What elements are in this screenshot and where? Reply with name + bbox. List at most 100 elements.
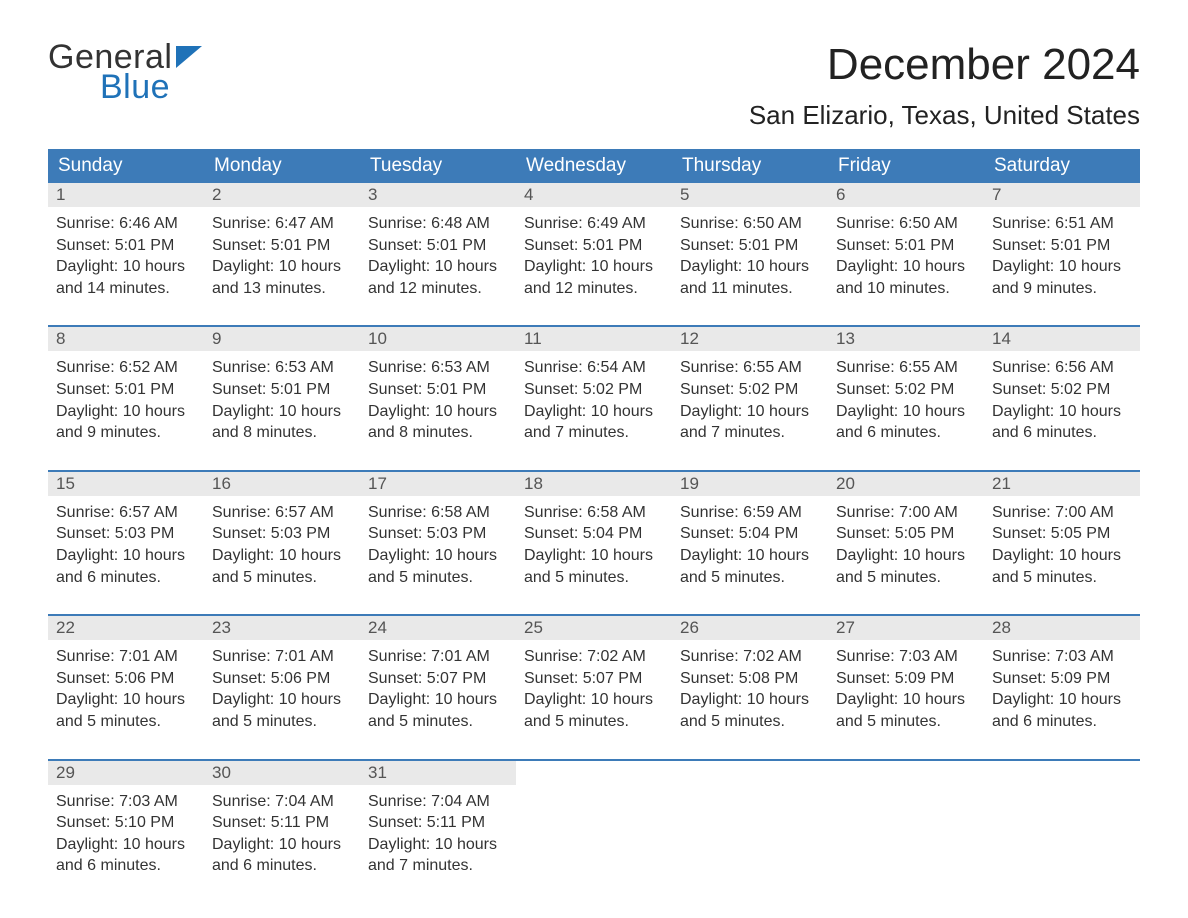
day-sunrise: Sunrise: 7:03 AM bbox=[836, 646, 976, 668]
day-dl2: and 7 minutes. bbox=[680, 422, 820, 444]
empty-cell bbox=[516, 761, 672, 883]
day-cell: 21Sunrise: 7:00 AMSunset: 5:05 PMDayligh… bbox=[984, 472, 1140, 594]
day-sunrise: Sunrise: 6:55 AM bbox=[680, 357, 820, 379]
day-dl2: and 6 minutes. bbox=[992, 422, 1132, 444]
day-number: 12 bbox=[672, 327, 828, 351]
day-number: 16 bbox=[204, 472, 360, 496]
day-dl2: and 5 minutes. bbox=[680, 711, 820, 733]
day-sunrise: Sunrise: 6:48 AM bbox=[368, 213, 508, 235]
day-body: Sunrise: 7:04 AMSunset: 5:11 PMDaylight:… bbox=[204, 785, 360, 883]
day-dl2: and 9 minutes. bbox=[992, 278, 1132, 300]
day-sunrise: Sunrise: 6:58 AM bbox=[368, 502, 508, 524]
day-sunset: Sunset: 5:01 PM bbox=[56, 235, 196, 257]
day-sunrise: Sunrise: 6:46 AM bbox=[56, 213, 196, 235]
day-number: 17 bbox=[360, 472, 516, 496]
day-cell: 4Sunrise: 6:49 AMSunset: 5:01 PMDaylight… bbox=[516, 183, 672, 305]
day-cell: 19Sunrise: 6:59 AMSunset: 5:04 PMDayligh… bbox=[672, 472, 828, 594]
day-sunrise: Sunrise: 7:04 AM bbox=[212, 791, 352, 813]
day-sunrise: Sunrise: 6:57 AM bbox=[56, 502, 196, 524]
day-cell: 8Sunrise: 6:52 AMSunset: 5:01 PMDaylight… bbox=[48, 327, 204, 449]
day-dl1: Daylight: 10 hours bbox=[524, 256, 664, 278]
day-number: 18 bbox=[516, 472, 672, 496]
day-cell: 24Sunrise: 7:01 AMSunset: 5:07 PMDayligh… bbox=[360, 616, 516, 738]
day-dl2: and 7 minutes. bbox=[524, 422, 664, 444]
day-number: 24 bbox=[360, 616, 516, 640]
day-dl1: Daylight: 10 hours bbox=[836, 689, 976, 711]
day-sunrise: Sunrise: 7:01 AM bbox=[56, 646, 196, 668]
day-dl1: Daylight: 10 hours bbox=[56, 401, 196, 423]
day-sunset: Sunset: 5:10 PM bbox=[56, 812, 196, 834]
week-row: 1Sunrise: 6:46 AMSunset: 5:01 PMDaylight… bbox=[48, 183, 1140, 305]
day-number: 21 bbox=[984, 472, 1140, 496]
day-body: Sunrise: 6:53 AMSunset: 5:01 PMDaylight:… bbox=[360, 351, 516, 449]
day-body: Sunrise: 6:48 AMSunset: 5:01 PMDaylight:… bbox=[360, 207, 516, 305]
week-row: 15Sunrise: 6:57 AMSunset: 5:03 PMDayligh… bbox=[48, 470, 1140, 594]
day-dl2: and 6 minutes. bbox=[992, 711, 1132, 733]
day-sunset: Sunset: 5:01 PM bbox=[368, 235, 508, 257]
day-dl1: Daylight: 10 hours bbox=[992, 545, 1132, 567]
day-dl2: and 5 minutes. bbox=[680, 567, 820, 589]
day-cell: 16Sunrise: 6:57 AMSunset: 5:03 PMDayligh… bbox=[204, 472, 360, 594]
day-cell: 11Sunrise: 6:54 AMSunset: 5:02 PMDayligh… bbox=[516, 327, 672, 449]
day-body: Sunrise: 6:46 AMSunset: 5:01 PMDaylight:… bbox=[48, 207, 204, 305]
day-cell: 17Sunrise: 6:58 AMSunset: 5:03 PMDayligh… bbox=[360, 472, 516, 594]
day-sunset: Sunset: 5:01 PM bbox=[212, 235, 352, 257]
empty-cell bbox=[672, 761, 828, 883]
day-dl1: Daylight: 10 hours bbox=[212, 689, 352, 711]
day-dl2: and 10 minutes. bbox=[836, 278, 976, 300]
day-sunset: Sunset: 5:06 PM bbox=[56, 668, 196, 690]
day-sunrise: Sunrise: 7:03 AM bbox=[56, 791, 196, 813]
day-sunset: Sunset: 5:05 PM bbox=[836, 523, 976, 545]
day-cell: 2Sunrise: 6:47 AMSunset: 5:01 PMDaylight… bbox=[204, 183, 360, 305]
day-number: 5 bbox=[672, 183, 828, 207]
day-cell: 9Sunrise: 6:53 AMSunset: 5:01 PMDaylight… bbox=[204, 327, 360, 449]
day-body: Sunrise: 6:58 AMSunset: 5:04 PMDaylight:… bbox=[516, 496, 672, 594]
day-cell: 13Sunrise: 6:55 AMSunset: 5:02 PMDayligh… bbox=[828, 327, 984, 449]
day-number: 28 bbox=[984, 616, 1140, 640]
weekday-header: Thursday bbox=[672, 149, 828, 183]
week-row: 8Sunrise: 6:52 AMSunset: 5:01 PMDaylight… bbox=[48, 325, 1140, 449]
day-dl2: and 5 minutes. bbox=[56, 711, 196, 733]
day-sunset: Sunset: 5:02 PM bbox=[680, 379, 820, 401]
day-dl1: Daylight: 10 hours bbox=[56, 834, 196, 856]
day-sunset: Sunset: 5:03 PM bbox=[212, 523, 352, 545]
logo: General Blue bbox=[48, 40, 202, 104]
day-dl1: Daylight: 10 hours bbox=[992, 256, 1132, 278]
day-sunrise: Sunrise: 6:50 AM bbox=[836, 213, 976, 235]
day-body: Sunrise: 6:55 AMSunset: 5:02 PMDaylight:… bbox=[672, 351, 828, 449]
month-title: December 2024 bbox=[749, 40, 1140, 90]
day-body: Sunrise: 6:55 AMSunset: 5:02 PMDaylight:… bbox=[828, 351, 984, 449]
day-dl2: and 5 minutes. bbox=[212, 711, 352, 733]
day-dl1: Daylight: 10 hours bbox=[368, 401, 508, 423]
day-dl1: Daylight: 10 hours bbox=[212, 834, 352, 856]
day-body: Sunrise: 6:58 AMSunset: 5:03 PMDaylight:… bbox=[360, 496, 516, 594]
day-body: Sunrise: 6:50 AMSunset: 5:01 PMDaylight:… bbox=[828, 207, 984, 305]
day-dl2: and 8 minutes. bbox=[368, 422, 508, 444]
day-dl2: and 12 minutes. bbox=[524, 278, 664, 300]
day-sunrise: Sunrise: 6:50 AM bbox=[680, 213, 820, 235]
day-number: 3 bbox=[360, 183, 516, 207]
day-sunrise: Sunrise: 7:01 AM bbox=[212, 646, 352, 668]
day-number: 4 bbox=[516, 183, 672, 207]
day-sunrise: Sunrise: 6:49 AM bbox=[524, 213, 664, 235]
empty-cell bbox=[828, 761, 984, 883]
day-number: 25 bbox=[516, 616, 672, 640]
day-sunset: Sunset: 5:06 PM bbox=[212, 668, 352, 690]
day-sunset: Sunset: 5:01 PM bbox=[368, 379, 508, 401]
day-number: 27 bbox=[828, 616, 984, 640]
header-row: General Blue December 2024 San Elizario,… bbox=[48, 40, 1140, 131]
weekday-header: Tuesday bbox=[360, 149, 516, 183]
day-number: 11 bbox=[516, 327, 672, 351]
day-cell: 28Sunrise: 7:03 AMSunset: 5:09 PMDayligh… bbox=[984, 616, 1140, 738]
day-body: Sunrise: 6:53 AMSunset: 5:01 PMDaylight:… bbox=[204, 351, 360, 449]
day-body: Sunrise: 6:56 AMSunset: 5:02 PMDaylight:… bbox=[984, 351, 1140, 449]
day-sunset: Sunset: 5:04 PM bbox=[680, 523, 820, 545]
day-dl2: and 6 minutes. bbox=[56, 855, 196, 877]
day-sunrise: Sunrise: 7:02 AM bbox=[680, 646, 820, 668]
day-sunset: Sunset: 5:02 PM bbox=[992, 379, 1132, 401]
day-cell: 25Sunrise: 7:02 AMSunset: 5:07 PMDayligh… bbox=[516, 616, 672, 738]
day-sunrise: Sunrise: 6:54 AM bbox=[524, 357, 664, 379]
day-sunset: Sunset: 5:09 PM bbox=[992, 668, 1132, 690]
day-sunset: Sunset: 5:08 PM bbox=[680, 668, 820, 690]
day-sunset: Sunset: 5:04 PM bbox=[524, 523, 664, 545]
